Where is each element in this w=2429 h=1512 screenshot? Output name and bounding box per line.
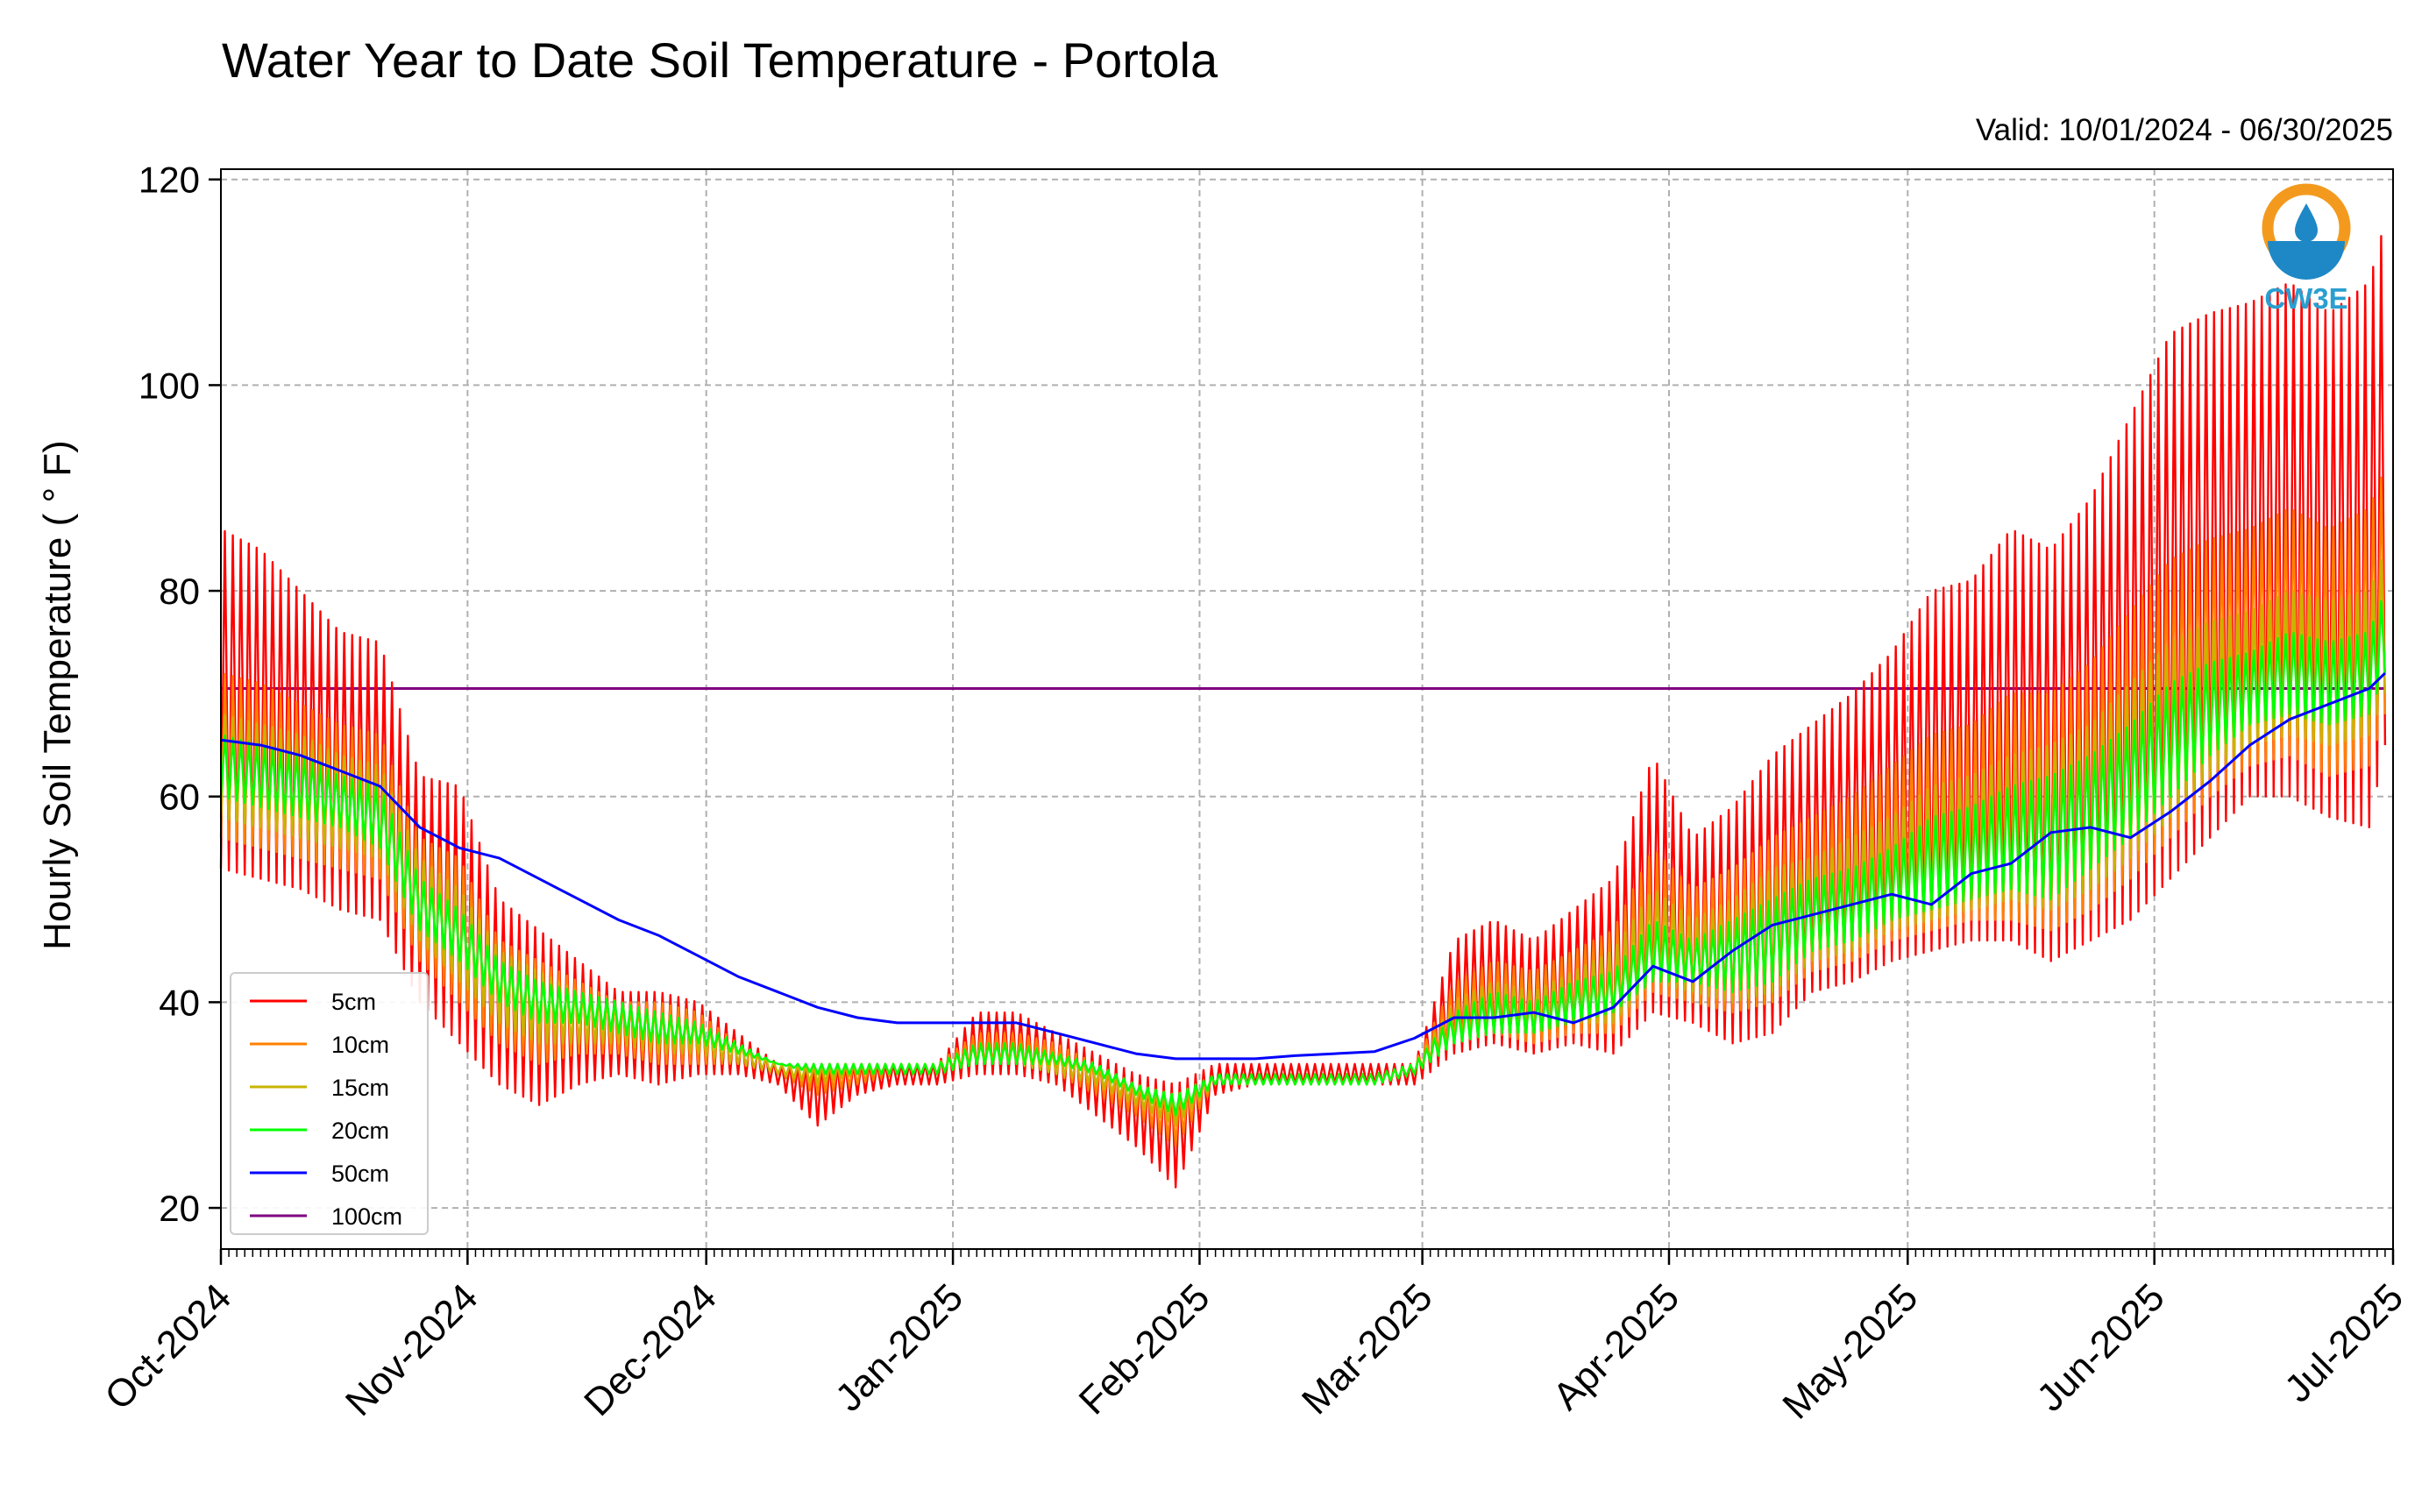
y-tick-label: 80 [159, 571, 200, 612]
x-tick-label: Oct-2024 [96, 1275, 239, 1418]
series-line-20cm [219, 600, 2387, 1117]
plot-frame [220, 168, 2394, 1250]
axis-ticks [209, 178, 2395, 1265]
legend-entries: 5cm 10cm 15cm 20cm 50cm 100cm [250, 989, 402, 1230]
legend-box [230, 972, 429, 1235]
y-tick-label: 120 [138, 160, 200, 201]
x-tick-label: Dec-2024 [576, 1275, 725, 1424]
legend: 5cm 10cm 15cm 20cm 50cm 100cm [230, 972, 429, 1235]
y-tick-labels: 20 40 60 80 100 120 [138, 160, 200, 1229]
x-tick-label: Jul-2025 [2276, 1275, 2411, 1410]
legend-label-5cm: 5cm [331, 989, 376, 1015]
chart-title: Water Year to Date Soil Temperature - Po… [222, 32, 1218, 88]
water-drop-icon [2295, 203, 2318, 242]
y-tick-label: 100 [138, 365, 200, 406]
grid [220, 169, 2394, 1249]
cw3e-logo: CW3E [2262, 183, 2351, 315]
legend-label-15cm: 15cm [331, 1075, 389, 1101]
series-line-50cm [220, 671, 2386, 1061]
x-tick-labels: Oct-2024 Nov-2024 Dec-2024 Jan-2025 Feb-2025… [96, 1275, 2411, 1427]
x-tick-label: Nov-2024 [337, 1275, 487, 1424]
logo-water-band [2268, 241, 2345, 280]
legend-label-50cm: 50cm [331, 1161, 389, 1187]
legend-label-100cm: 100cm [331, 1203, 402, 1230]
x-tick-label: Jan-2025 [827, 1275, 971, 1419]
y-tick-label: 40 [159, 982, 200, 1023]
plot-series [219, 235, 2387, 1189]
x-tick-label: Apr-2025 [1545, 1275, 1687, 1418]
y-tick-label: 60 [159, 777, 200, 818]
legend-label-20cm: 20cm [331, 1118, 389, 1144]
y-axis-label: Hourly Soil Temperature ( ° F) [36, 440, 79, 950]
y-tick-label: 20 [159, 1188, 200, 1229]
logo-text: CW3E [2264, 282, 2347, 315]
x-tick-label: Feb-2025 [1071, 1275, 1218, 1423]
x-tick-label: Mar-2025 [1294, 1275, 1441, 1423]
chart-valid-range: Valid: 10/01/2024 - 06/30/2025 [1976, 113, 2393, 147]
x-tick-label: Jun-2025 [2028, 1275, 2172, 1419]
legend-label-10cm: 10cm [331, 1032, 389, 1058]
x-tick-label: May-2025 [1774, 1275, 1926, 1427]
